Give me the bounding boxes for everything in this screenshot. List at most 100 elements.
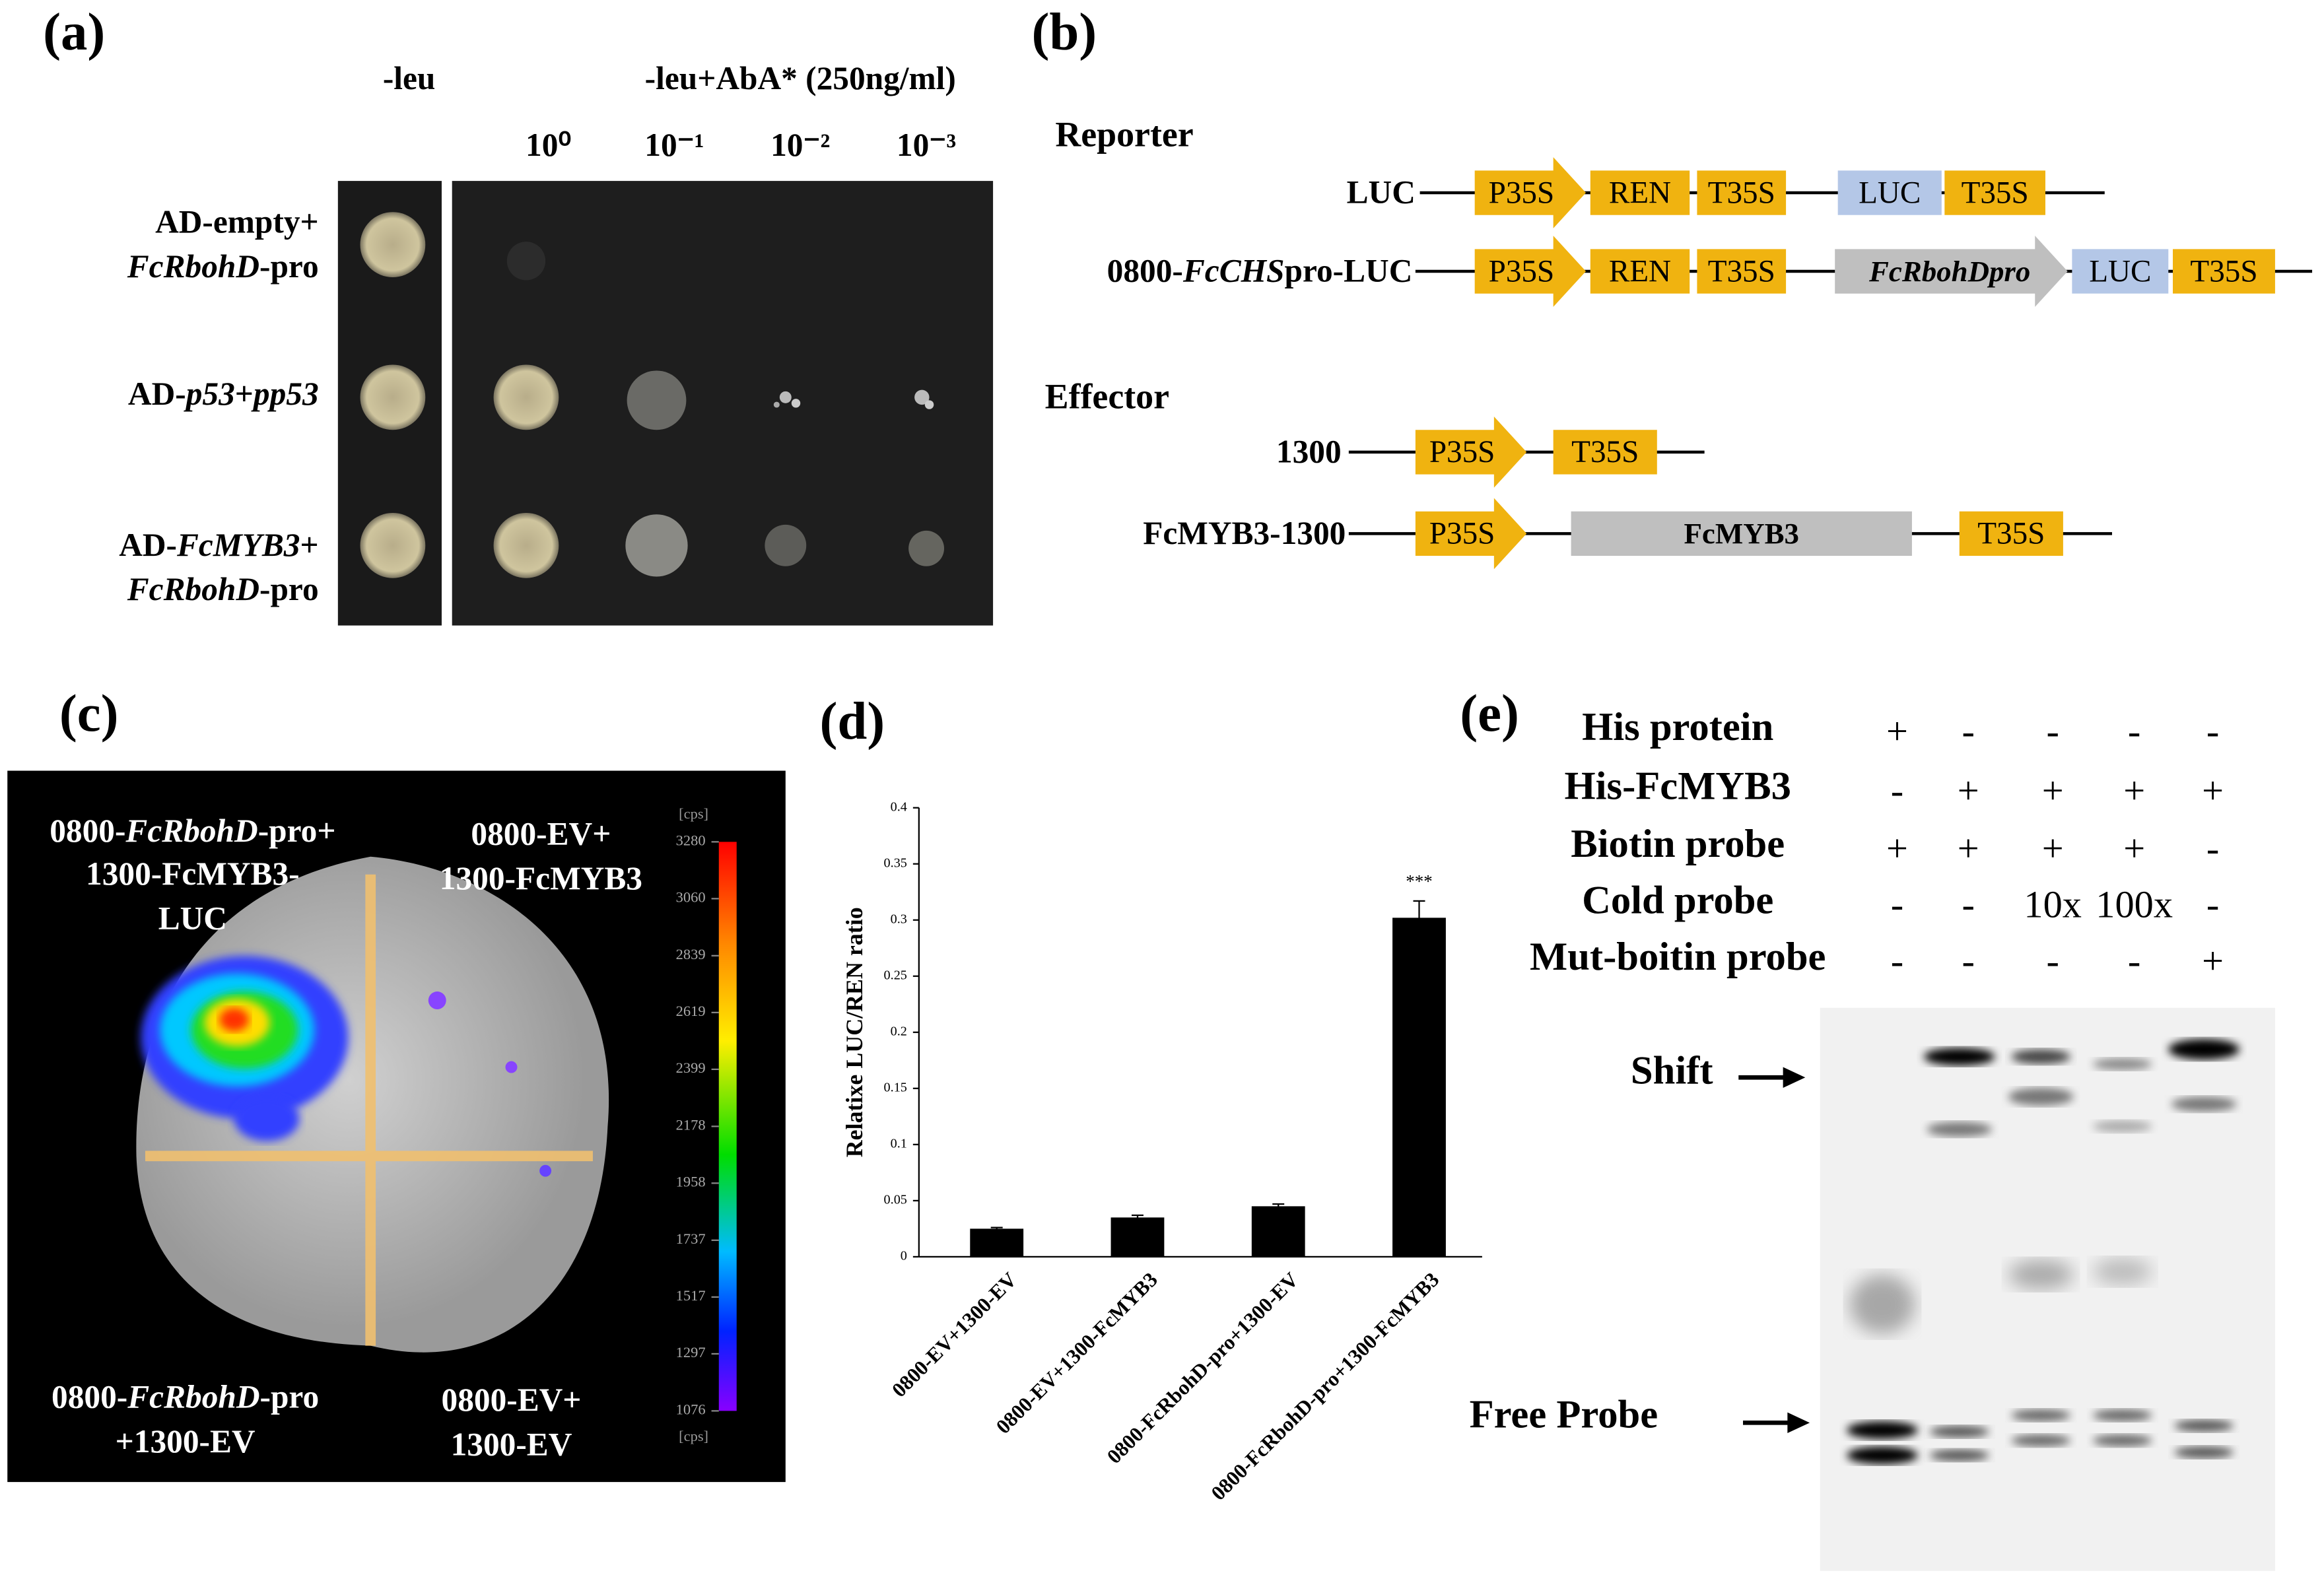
panel-label: (d) bbox=[819, 692, 885, 751]
colonies bbox=[360, 212, 944, 578]
lane-symbol: - bbox=[2206, 710, 2219, 753]
part-label: P35S bbox=[1489, 254, 1555, 288]
lane-symbol: - bbox=[1891, 883, 1903, 926]
colorbar-tick-label: 1737 bbox=[676, 1230, 706, 1247]
text-segment: -pro bbox=[260, 1379, 320, 1415]
error-bar bbox=[990, 1226, 1003, 1231]
panel-label: (b) bbox=[1031, 3, 1097, 61]
text-segment: 0800-EV+ bbox=[442, 1382, 582, 1418]
text-segment: 0800- bbox=[51, 1379, 127, 1415]
colorbar bbox=[718, 842, 737, 1411]
lane-symbol: - bbox=[2206, 826, 2219, 869]
condition-label: His protein bbox=[1582, 705, 1773, 749]
part-label: T35S bbox=[1977, 517, 2045, 551]
promoter-arrow bbox=[1474, 157, 1587, 228]
lane-symbol: + bbox=[2123, 769, 2145, 812]
part-label: REN bbox=[1609, 254, 1671, 288]
quadrant-label: LUC bbox=[158, 900, 227, 937]
gene-box bbox=[1571, 511, 1912, 556]
group-title: Effector bbox=[1045, 377, 1169, 417]
band-label: Free Probe bbox=[1470, 1392, 1658, 1436]
text-segment: LUC bbox=[158, 900, 227, 937]
part-label: REN bbox=[1609, 176, 1671, 210]
y-tick-label: 0.35 bbox=[884, 856, 907, 870]
quadrant-label: +1300-EV bbox=[116, 1423, 256, 1460]
condition-label: Cold probe bbox=[1582, 879, 1773, 923]
gene-box bbox=[2173, 249, 2275, 294]
text-segment: FcMYB3-1300 bbox=[1143, 515, 1346, 551]
lane-symbol: - bbox=[1962, 939, 1975, 982]
text-segment: 1300-FcMYB3- bbox=[86, 856, 300, 892]
colorbar-tick-label: 1297 bbox=[676, 1344, 706, 1360]
arrows bbox=[1738, 1067, 1810, 1434]
text-segment: LUC bbox=[1347, 174, 1416, 211]
text-segment: AD-empty+ bbox=[155, 204, 319, 240]
x-tick-label: 0800-FcRbohD-pro+1300-FcMYB3 bbox=[1206, 1268, 1443, 1505]
quadrant-cross bbox=[145, 874, 593, 1346]
row-label: AD-empty+ bbox=[155, 204, 319, 240]
promoter-arrow bbox=[1835, 236, 2068, 307]
gene-box bbox=[1697, 170, 1787, 215]
quadrant-label: 0800-FcRbohD-pro+ bbox=[50, 813, 335, 849]
construct-name: LUC bbox=[1347, 174, 1416, 211]
lane-symbol: + bbox=[2042, 826, 2064, 869]
text-segment: +1300-EV bbox=[116, 1423, 256, 1460]
lane-symbol: + bbox=[1886, 710, 1908, 753]
colorbar-tick-label: 2839 bbox=[676, 946, 706, 962]
dilution-label: 10⁰ bbox=[526, 127, 571, 163]
text-segment: FcRbohD bbox=[125, 813, 257, 849]
x-tick-label: 0800-EV+1300-EV bbox=[887, 1267, 1021, 1401]
part-label: P35S bbox=[1429, 517, 1495, 551]
y-tick-label: 0.05 bbox=[884, 1193, 907, 1207]
text-segment: 0800- bbox=[1107, 253, 1183, 289]
panel-label: (a) bbox=[43, 3, 105, 61]
lane-symbol: - bbox=[1962, 710, 1975, 753]
construct-name: 1300 bbox=[1276, 434, 1342, 470]
part-label: T35S bbox=[1708, 176, 1775, 210]
text-segment: FcRbohD bbox=[127, 248, 259, 285]
column-header: -leu bbox=[383, 60, 436, 96]
colorbar-unit: [cps] bbox=[679, 1428, 708, 1444]
text-segment: pp53 bbox=[251, 376, 319, 412]
x-tick-label: 0800-EV+1300-FcMYB3 bbox=[992, 1268, 1162, 1438]
bar bbox=[1111, 1217, 1165, 1257]
lane-symbol: - bbox=[2128, 710, 2140, 753]
lane-symbol: - bbox=[2046, 710, 2059, 753]
lane-symbol: - bbox=[1962, 883, 1975, 926]
text-segment: -pro bbox=[259, 248, 319, 285]
dilution-label: 10⁻² bbox=[770, 127, 830, 163]
colorbar-tick-label: 1076 bbox=[676, 1401, 706, 1418]
text-segment: + bbox=[300, 527, 319, 563]
text-segment: FcMYB3 bbox=[176, 527, 300, 563]
text-segment: p53 bbox=[184, 376, 235, 412]
group-title: Reporter bbox=[1055, 114, 1193, 154]
part-label: P35S bbox=[1429, 435, 1495, 469]
bar bbox=[970, 1228, 1024, 1257]
y-tick-label: 0.2 bbox=[891, 1024, 907, 1038]
band-label: Shift bbox=[1631, 1049, 1713, 1093]
lane-symbol: + bbox=[2123, 826, 2145, 869]
column-header: -leu+AbA* (250ng/ml) bbox=[645, 60, 956, 96]
quadrant-label: 1300-FcMYB3- bbox=[86, 856, 300, 892]
error-bar bbox=[1272, 1203, 1285, 1209]
y-tick-label: 0 bbox=[901, 1249, 907, 1263]
gene-box bbox=[1837, 170, 1942, 215]
quadrant-label: 1300-FcMYB3 bbox=[440, 860, 642, 896]
error-bar bbox=[1131, 1214, 1144, 1221]
promoter-arrow bbox=[1474, 236, 1587, 307]
text-segment: FcRbohD bbox=[127, 1379, 259, 1415]
lane-symbol: - bbox=[2046, 939, 2059, 982]
part-label: FcRbohDpro bbox=[1868, 255, 2030, 288]
colorbar-tick-label: 2399 bbox=[676, 1059, 706, 1076]
row-label: AD-p53+pp53 bbox=[128, 376, 319, 412]
quadrant-label: 0800-EV+ bbox=[471, 816, 611, 852]
lane-symbol: + bbox=[2202, 939, 2224, 982]
row-label: FcRbohD-pro bbox=[127, 572, 319, 608]
bar bbox=[1251, 1206, 1305, 1257]
row-label: AD-FcMYB3+ bbox=[119, 527, 318, 563]
part-label: T35S bbox=[1708, 254, 1775, 288]
construct-name: 0800-FcCHSpro-LUC bbox=[1107, 253, 1413, 289]
colorbar-tick-label: 2178 bbox=[676, 1116, 706, 1133]
text-segment: 0800- bbox=[50, 813, 125, 849]
